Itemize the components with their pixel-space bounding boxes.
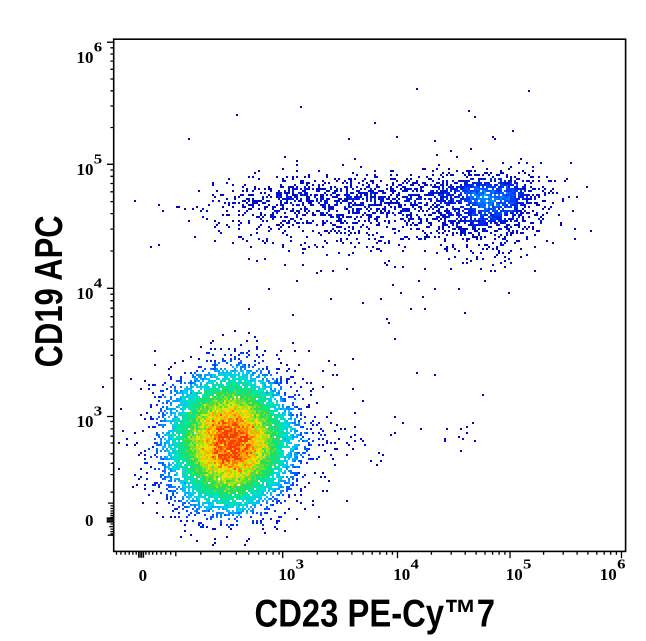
svg-text:5: 5 — [523, 558, 531, 573]
svg-text:10: 10 — [77, 160, 94, 179]
svg-text:10: 10 — [393, 565, 410, 584]
svg-text:0: 0 — [139, 566, 148, 585]
svg-text:4: 4 — [411, 558, 419, 573]
svg-text:10: 10 — [77, 412, 94, 431]
svg-text:4: 4 — [94, 276, 102, 291]
svg-text:10: 10 — [77, 284, 94, 303]
svg-text:10: 10 — [77, 48, 94, 67]
svg-text:10: 10 — [600, 565, 617, 584]
svg-text:6: 6 — [617, 558, 625, 573]
svg-text:10: 10 — [506, 565, 523, 584]
svg-text:0: 0 — [85, 511, 94, 530]
svg-text:5: 5 — [94, 152, 102, 167]
svg-text:CD23 PE-Cy™7: CD23 PE-Cy™7 — [255, 593, 496, 636]
svg-text:3: 3 — [94, 405, 102, 420]
svg-text:3: 3 — [296, 558, 304, 573]
svg-text:CD19 APC: CD19 APC — [28, 215, 71, 367]
svg-text:10: 10 — [278, 565, 295, 584]
svg-text:6: 6 — [94, 40, 102, 55]
